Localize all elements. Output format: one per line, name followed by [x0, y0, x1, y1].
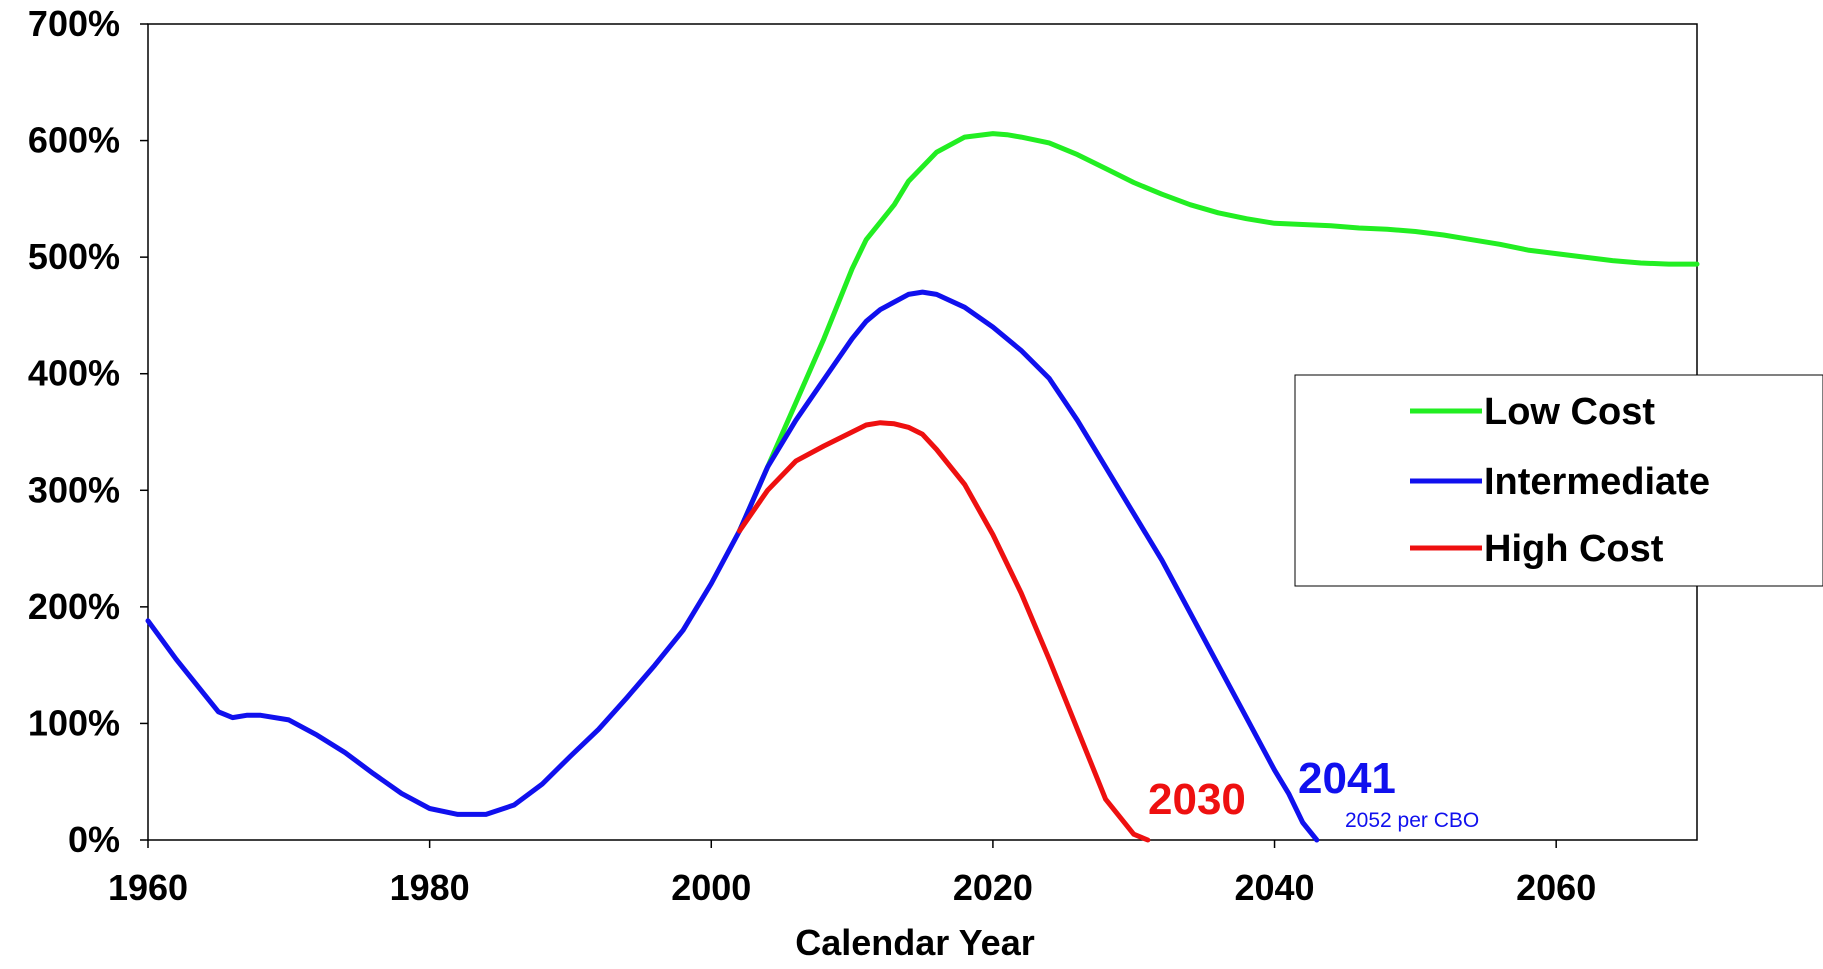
legend-label-low-cost: Low Cost — [1484, 391, 1655, 433]
annotation-high-cost-year: 2030 — [1148, 775, 1246, 824]
series-line-intermediate — [145, 289, 1320, 843]
y-tick-label: 300% — [28, 469, 120, 510]
series-lines — [145, 131, 1700, 843]
x-tick-label: 2060 — [1516, 867, 1596, 908]
x-tick-label: 1980 — [390, 867, 470, 908]
y-tick-label: 100% — [28, 702, 120, 743]
x-axis-title: Calendar Year — [795, 922, 1034, 963]
y-tick-label: 600% — [28, 120, 120, 161]
series-line-low-cost — [736, 131, 1700, 534]
annotation-cbo-note: 2052 per CBO — [1345, 809, 1479, 832]
y-tick-label: 200% — [28, 586, 120, 627]
annotation-intermediate-year: 2041 — [1298, 754, 1396, 803]
series-line-high-cost — [736, 420, 1151, 843]
legend: Low Cost Intermediate High Cost — [1294, 374, 1823, 587]
legend-label-high-cost: High Cost — [1484, 528, 1664, 570]
x-tick-label: 2040 — [1234, 867, 1314, 908]
x-tick-label: 2000 — [671, 867, 751, 908]
y-tick-label: 500% — [28, 236, 120, 277]
x-axis: 1960 1980 2000 2020 2040 2060 — [108, 840, 1596, 908]
x-tick-label: 1960 — [108, 867, 188, 908]
y-axis: 0% 100% 200% 300% 400% 500% 600% 700% — [28, 3, 148, 860]
legend-box — [1294, 374, 1823, 587]
y-tick-label: 0% — [68, 819, 120, 860]
y-tick-label: 700% — [28, 3, 120, 44]
legend-label-intermediate: Intermediate — [1484, 461, 1710, 503]
x-tick-label: 2020 — [953, 867, 1033, 908]
y-tick-label: 400% — [28, 353, 120, 394]
